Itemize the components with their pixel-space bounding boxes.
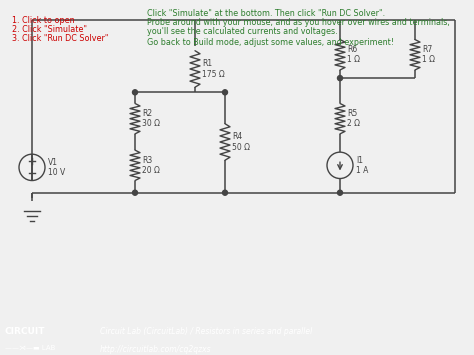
Circle shape [133,90,137,95]
Text: R7
1 Ω: R7 1 Ω [422,45,435,65]
Text: Probe around with your mouse, and as you hover over wires and terminals,: Probe around with your mouse, and as you… [147,18,450,27]
Text: CIRCUIT: CIRCUIT [5,327,45,336]
Text: ——⋊—▬ LAB: ——⋊—▬ LAB [5,344,55,350]
Circle shape [337,76,343,81]
Text: 2. Click "Simulate": 2. Click "Simulate" [12,25,87,34]
Circle shape [222,90,228,95]
Text: Click "Simulate" at the bottom. Then click "Run DC Solver".: Click "Simulate" at the bottom. Then cli… [147,9,385,18]
Text: R1
175 Ω: R1 175 Ω [202,59,225,79]
Text: Circuit Lab (CircuitLab) / Resistors in series and parallel: Circuit Lab (CircuitLab) / Resistors in … [100,327,312,336]
Text: Go back to Build mode, adjust some values, and experiment!: Go back to Build mode, adjust some value… [147,38,394,47]
Circle shape [222,190,228,195]
Circle shape [337,190,343,195]
Text: R4
50 Ω: R4 50 Ω [232,132,250,152]
Text: R3
20 Ω: R3 20 Ω [142,155,160,175]
Text: you'll see the calculated currents and voltages.: you'll see the calculated currents and v… [147,27,337,36]
Text: I1
1 A: I1 1 A [356,155,368,175]
Text: http://circuitlab.com/cq2qzxs: http://circuitlab.com/cq2qzxs [100,345,211,354]
Text: V1
10 V: V1 10 V [48,158,65,177]
Text: R2
30 Ω: R2 30 Ω [142,109,160,129]
Text: R5
2 Ω: R5 2 Ω [347,109,360,129]
Circle shape [133,190,137,195]
Text: 1. Click to open: 1. Click to open [12,16,74,25]
Text: R6
1 Ω: R6 1 Ω [347,45,360,65]
Text: 3. Click "Run DC Solver": 3. Click "Run DC Solver" [12,34,109,43]
